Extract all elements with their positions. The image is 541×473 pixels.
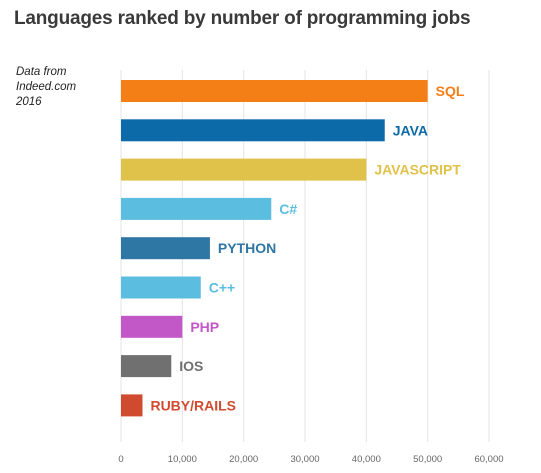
x-tick-label: 60,000 xyxy=(474,454,503,465)
bar xyxy=(121,197,272,220)
bar xyxy=(121,80,428,102)
x-tick-label: 10,000 xyxy=(168,454,197,465)
x-tick-label: 50,000 xyxy=(413,454,442,465)
x-tick-label: 20,000 xyxy=(229,454,258,465)
bar-category-label: C++ xyxy=(209,280,235,296)
bar xyxy=(121,394,143,417)
bar xyxy=(121,276,201,299)
x-axis-ticks: 0 10,000 20,000 30,000 40,000 50,000 60,000 xyxy=(118,454,503,465)
bars: SQL JAVA JAVASCRIPT C# PYTHON C++ PHP IOS RUBY/R… xyxy=(121,80,465,417)
x-tick-label: 40,000 xyxy=(352,454,381,465)
bar-category-label: SQL xyxy=(436,83,465,99)
bar-category-label: IOS xyxy=(179,358,203,374)
bar xyxy=(121,237,210,260)
x-tick-label: 0 xyxy=(118,454,123,465)
bar-category-label: JAVA xyxy=(393,122,428,138)
bar xyxy=(121,355,172,378)
bar-category-label: PYTHON xyxy=(218,240,276,256)
bar-category-label: JAVASCRIPT xyxy=(374,162,461,178)
bar-category-label: RUBY/RAILS xyxy=(150,397,236,413)
bar xyxy=(121,315,183,338)
source-note-line: Indeed.com xyxy=(16,81,77,93)
bar xyxy=(121,158,367,181)
source-note-line: Data from xyxy=(16,66,67,78)
source-note: Data from Indeed.com 2016 xyxy=(16,65,106,110)
chart-title: Languages ranked by number of programmin… xyxy=(14,8,471,29)
source-note-line: 2016 xyxy=(16,96,42,108)
bar-category-label: PHP xyxy=(190,319,219,335)
bar-category-label: C# xyxy=(279,201,297,217)
bar xyxy=(121,119,385,142)
x-tick-label: 30,000 xyxy=(290,454,319,465)
